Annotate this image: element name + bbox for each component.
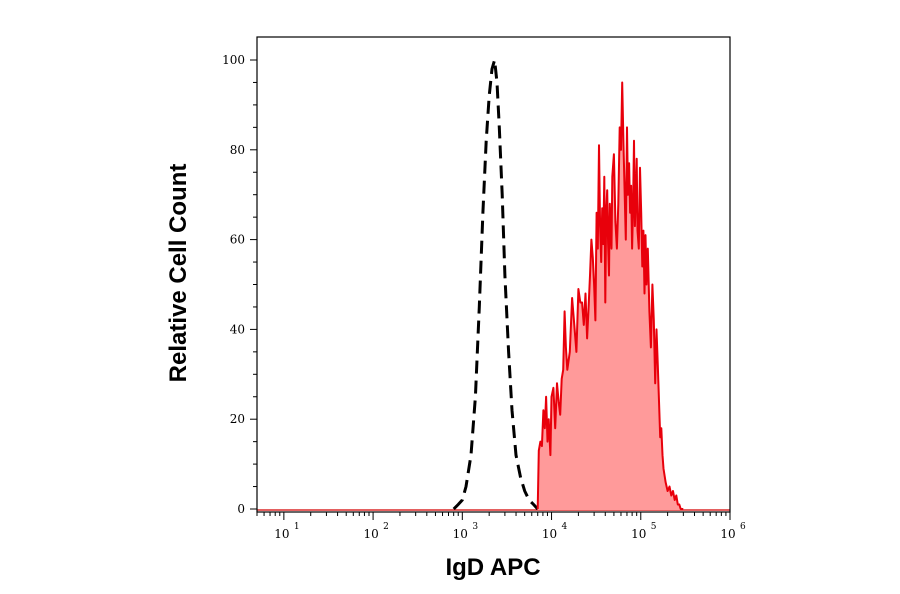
y-tick-label: 0	[237, 502, 245, 516]
y-tick-label: 20	[230, 412, 245, 426]
y-tick-label: 60	[230, 233, 245, 247]
x-tick-label: 10	[363, 527, 378, 541]
x-tick-label: 10	[631, 527, 646, 541]
y-tick-label: 100	[222, 53, 245, 67]
x-tick-label: 10	[542, 527, 557, 541]
y-tick-label: 40	[230, 322, 245, 336]
x-tick-exponent: 5	[651, 522, 657, 532]
plot-frame	[256, 36, 731, 513]
x-tick-exponent: 6	[740, 522, 746, 532]
x-axis-title: IgD APC	[445, 554, 540, 581]
y-axis-title: Relative Cell Count	[165, 164, 192, 383]
x-tick-exponent: 4	[562, 522, 568, 532]
x-tick-label: 10	[274, 527, 289, 541]
x-tick-exponent: 2	[383, 522, 389, 532]
x-tick-label: 10	[720, 527, 735, 541]
y-axis: 0 20 40 60 80 100	[222, 53, 257, 516]
x-tick-label: 10	[453, 527, 468, 541]
stained-histogram-fill	[537, 82, 684, 510]
x-axis: 10 1 10 2 10 3 10 4 10 5 10 6	[256, 512, 746, 541]
isotype-control-line	[452, 59, 539, 511]
plot-series	[257, 59, 730, 511]
stained-histogram-line	[536, 81, 684, 510]
x-tick-exponent: 1	[294, 522, 300, 532]
y-tick-label: 80	[230, 143, 245, 157]
x-tick-exponent: 3	[472, 522, 478, 532]
